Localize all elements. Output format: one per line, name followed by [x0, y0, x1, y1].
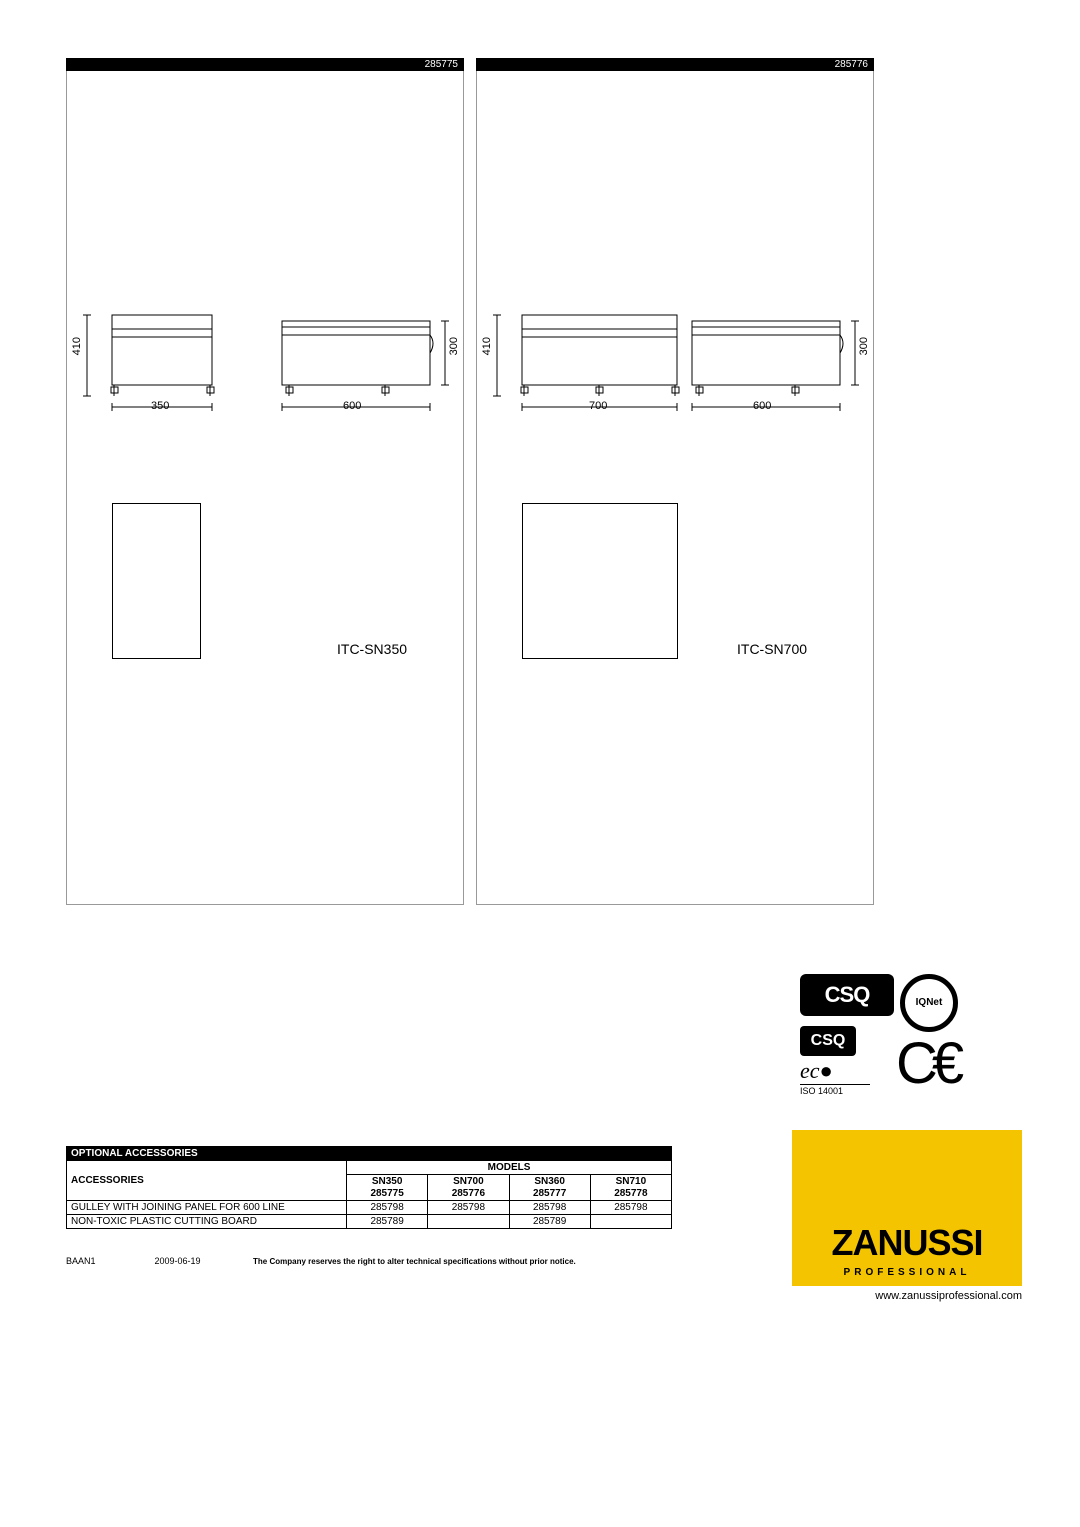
model-label: ITC-SN350 — [337, 641, 407, 657]
plan-box — [522, 503, 678, 659]
table-row: GULLEY WITH JOINING PANEL FOR 600 LINE 2… — [67, 1201, 672, 1215]
col-hdr: SN350285775 — [347, 1175, 428, 1201]
eco-logo: ec● — [800, 1058, 870, 1085]
footer-code: BAAN1 — [66, 1256, 152, 1266]
col-hdr: SN700285776 — [428, 1175, 509, 1201]
acc-header: ACCESSORIES — [67, 1161, 347, 1201]
dim-side-h: 300 — [858, 337, 870, 355]
panel-285776: 285776 — [476, 58, 874, 905]
brand-name: ZANUSSI — [792, 1222, 1022, 1264]
dim-width: 700 — [589, 400, 607, 412]
plan-box — [112, 503, 201, 659]
panel-285775: 285775 — [66, 58, 464, 905]
elevation-drawing — [67, 59, 465, 457]
brand-url: www.zanussiprofessional.com — [792, 1290, 1022, 1302]
table-row: NON-TOXIC PLASTIC CUTTING BOARD 285789 2… — [67, 1215, 672, 1229]
csq-small-logo: CSQ — [800, 1026, 856, 1056]
csq-logo: CSQ — [800, 974, 894, 1016]
col-hdr: SN710285778 — [590, 1175, 671, 1201]
brand-block: ZANUSSI PROFESSIONAL — [792, 1130, 1022, 1286]
iqnet-logo: IQNet — [900, 974, 958, 1032]
dim-height: 410 — [481, 337, 493, 355]
accessories-table: OPTIONAL ACCESSORIES ACCESSORIES MODELS … — [66, 1146, 672, 1229]
dim-width: 350 — [151, 400, 169, 412]
footer-date: 2009-06-19 — [155, 1256, 251, 1266]
footer-disclaimer: The Company reserves the right to alter … — [253, 1257, 576, 1266]
iso-label: ISO 14001 — [800, 1086, 843, 1096]
elevation-drawing — [477, 59, 875, 457]
dim-height: 410 — [71, 337, 83, 355]
col-hdr: SN360285777 — [509, 1175, 590, 1201]
model-label: ITC-SN700 — [737, 641, 807, 657]
dim-depth: 600 — [753, 400, 771, 412]
dim-depth: 600 — [343, 400, 361, 412]
drawing-panels: 285775 — [66, 58, 874, 905]
dim-side-h: 300 — [448, 337, 460, 355]
certification-block: CSQ IQNet CSQ ec● ISO 14001 C€ — [792, 974, 1012, 1104]
ce-mark: C€ — [896, 1030, 958, 1097]
table-title: OPTIONAL ACCESSORIES — [67, 1147, 672, 1161]
brand-sub: PROFESSIONAL — [792, 1267, 1022, 1278]
models-header: MODELS — [347, 1161, 672, 1175]
footer: BAAN1 2009-06-19 The Company reserves th… — [66, 1256, 576, 1266]
